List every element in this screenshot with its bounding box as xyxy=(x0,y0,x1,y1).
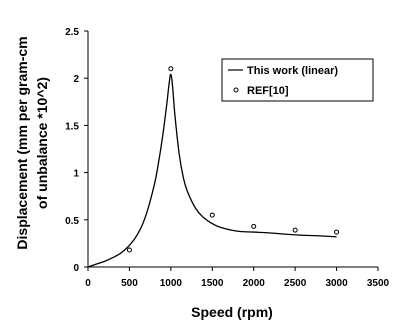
x-axis-title: Speed (rpm) xyxy=(191,304,273,320)
ref10-point xyxy=(334,229,340,235)
axes xyxy=(87,31,378,268)
ref10-point xyxy=(251,223,257,229)
y-axis-title-line-2: of unbalance *10^2) xyxy=(34,77,50,209)
ref10-point xyxy=(168,66,174,72)
legend-label-ref10: REF[10] xyxy=(247,85,289,97)
x-tick-label: 1500 xyxy=(201,278,224,289)
x-tick-label: 3000 xyxy=(325,278,348,289)
ref10-point xyxy=(292,227,298,233)
x-tick-label: 500 xyxy=(121,278,138,289)
legend-label-this-work: This work (linear) xyxy=(247,65,338,77)
y-axis-title: Displacement (mm per gram-cm of unbalanc… xyxy=(14,36,50,249)
x-tick-label: 1000 xyxy=(160,278,183,289)
x-tick-label: 2000 xyxy=(243,278,266,289)
legend-marker-swatch xyxy=(233,87,239,93)
y-tick-label: 0.5 xyxy=(65,216,79,227)
y-tick-label: 2 xyxy=(73,74,79,85)
y-tick-label: 2.5 xyxy=(65,27,79,38)
y-tick-label: 1 xyxy=(73,169,79,180)
plot-area xyxy=(87,66,340,268)
y-tick-label: 0 xyxy=(73,263,79,274)
x-tick-label: 3500 xyxy=(367,278,390,289)
series-this-work-line xyxy=(87,73,337,268)
x-ticks: 0 500 1000 1500 2000 2500 3000 3500 xyxy=(85,267,390,289)
y-ticks: 0 0.5 1 1.5 2 2.5 xyxy=(65,27,88,274)
ref10-point xyxy=(209,212,215,218)
legend: This work (linear) REF[10] xyxy=(221,58,374,102)
x-tick-label: 2500 xyxy=(284,278,307,289)
legend-box xyxy=(221,58,374,102)
ref10-point xyxy=(126,247,132,253)
y-axis-title-line-1: Displacement (mm per gram-cm xyxy=(14,36,30,249)
x-tick-label: 0 xyxy=(85,278,91,289)
y-tick-label: 1.5 xyxy=(65,121,79,132)
